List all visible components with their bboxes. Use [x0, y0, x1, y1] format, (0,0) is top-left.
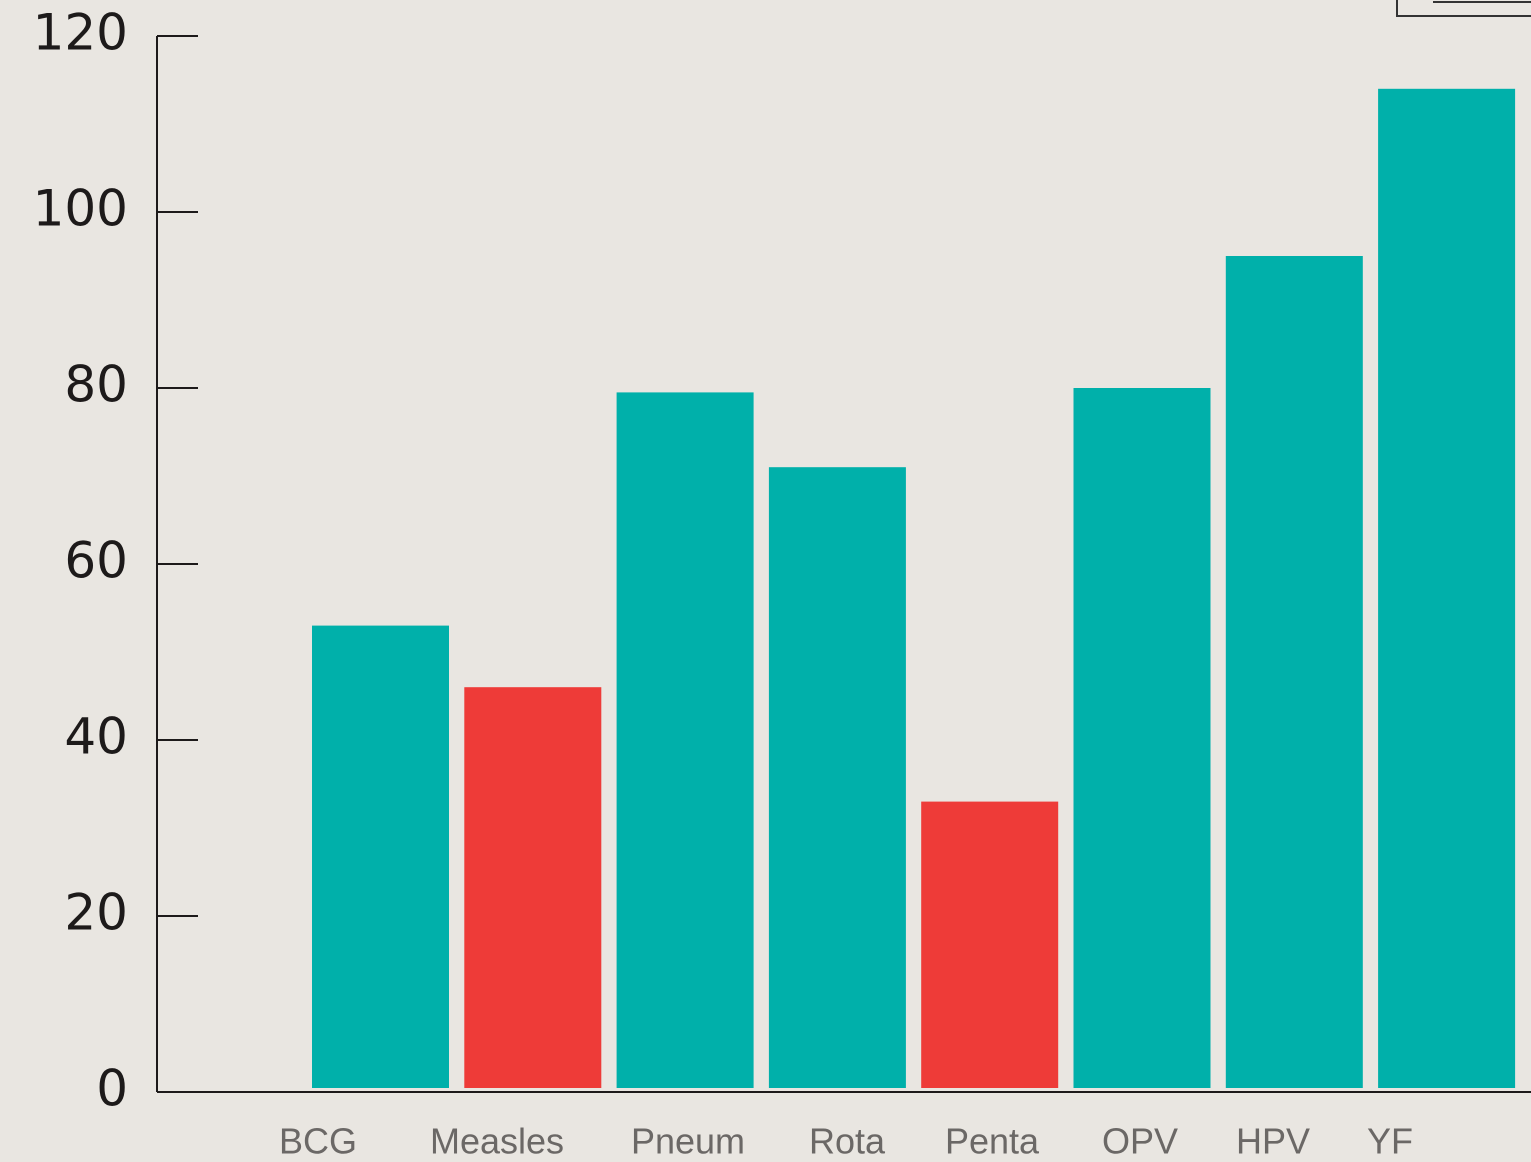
x-tick-label: Penta	[945, 1121, 1040, 1162]
bar	[768, 467, 906, 1088]
bar	[464, 687, 602, 1088]
x-tick-label: BCG	[279, 1121, 357, 1162]
y-tick-label: 120	[33, 4, 128, 62]
x-tick-label: Pneum	[631, 1121, 745, 1162]
x-tick-label: HPV	[1236, 1121, 1310, 1162]
x-tick-label: YF	[1367, 1121, 1413, 1162]
x-tick-label: OPV	[1102, 1121, 1178, 1162]
x-tick-label: Measles	[430, 1121, 564, 1162]
bar	[1073, 388, 1211, 1088]
legend-box	[1396, 0, 1531, 17]
x-tick-label: Rota	[809, 1121, 886, 1162]
y-tick-label: 20	[64, 884, 128, 942]
y-tick-label: 80	[64, 356, 128, 414]
y-tick-label: 0	[96, 1060, 128, 1118]
bar	[1378, 88, 1516, 1089]
bar	[312, 625, 449, 1088]
bar	[921, 801, 1059, 1088]
bar	[616, 392, 754, 1088]
bar	[1225, 256, 1363, 1088]
y-tick-label: 60	[64, 532, 128, 590]
y-tick-label: 40	[64, 708, 128, 766]
y-tick-label: 100	[33, 180, 128, 238]
